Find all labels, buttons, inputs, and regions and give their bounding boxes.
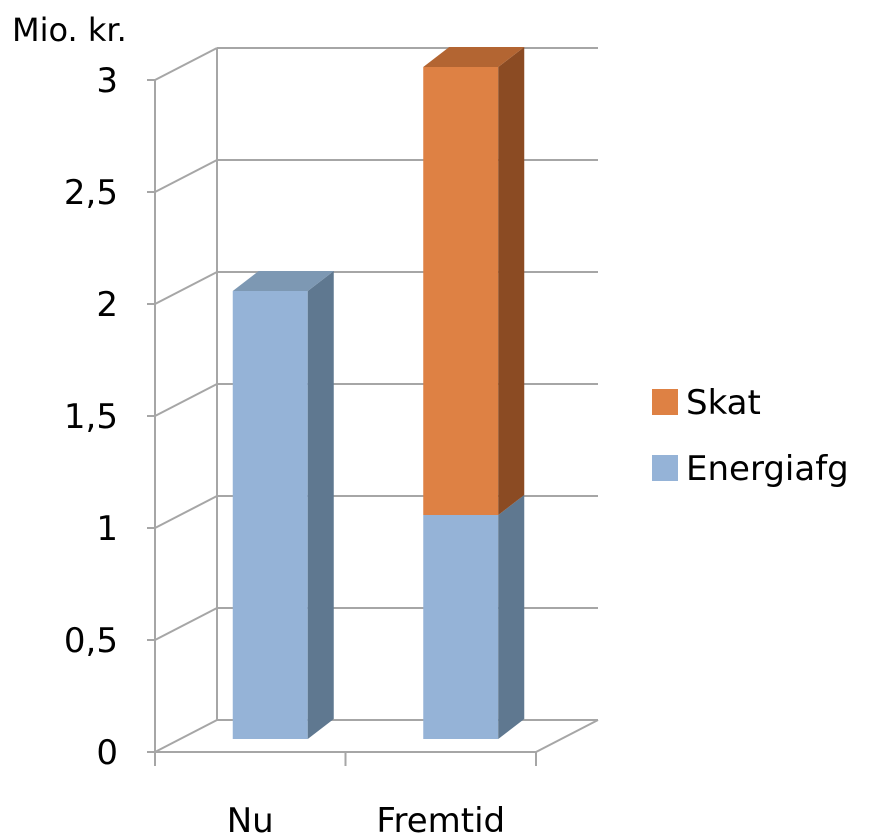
gridline-side bbox=[154, 47, 218, 81]
floor-edge bbox=[155, 719, 599, 753]
y-tick-label: 2 bbox=[96, 285, 118, 325]
bar-side-Energiafg-Nu bbox=[307, 271, 334, 739]
y-tick-labels: 0 0,5 1 1,5 2 2,5 3 bbox=[64, 61, 118, 773]
bar-side-Energiafg-Fremtid bbox=[498, 495, 525, 739]
bar-top-Energiafg-Nu bbox=[232, 271, 334, 291]
gridline-side bbox=[154, 271, 218, 305]
legend: Skat Energiafg bbox=[652, 383, 849, 489]
y-tick-label: 1 bbox=[96, 509, 118, 549]
gridline-side bbox=[154, 719, 218, 753]
y-unit-label: Mio. kr. bbox=[12, 11, 127, 49]
y-tick-label: 3 bbox=[96, 61, 118, 101]
legend-swatch-Skat bbox=[652, 389, 678, 415]
gridlines bbox=[154, 47, 598, 753]
x-tick-label: Fremtid bbox=[376, 801, 505, 839]
x-tick-label: Nu bbox=[227, 801, 274, 839]
y-tick-label: 1,5 bbox=[64, 397, 118, 437]
legend-swatch-Energiafg bbox=[652, 455, 678, 481]
y-tick-label: 0,5 bbox=[64, 621, 118, 661]
legend-label-Skat: Skat bbox=[686, 383, 761, 423]
bar-side-Skat-Fremtid bbox=[498, 47, 525, 515]
gridline-side bbox=[154, 495, 218, 529]
y-tick-label: 2,5 bbox=[64, 173, 118, 213]
x-tick-labels: Nu Fremtid bbox=[227, 801, 505, 839]
bar-top-Skat-Fremtid bbox=[423, 47, 525, 67]
y-tick-label: 0 bbox=[96, 733, 118, 773]
bars bbox=[232, 47, 525, 739]
bar-Energiafg-Fremtid bbox=[423, 515, 499, 739]
legend-label-Energiafg: Energiafg bbox=[686, 449, 849, 489]
gridline-side bbox=[154, 607, 218, 641]
gridline-side bbox=[154, 383, 218, 417]
bar-Energiafg-Nu bbox=[232, 291, 308, 739]
bar-Skat-Fremtid bbox=[423, 67, 499, 515]
axes bbox=[147, 79, 599, 766]
gridline-side bbox=[154, 159, 218, 193]
